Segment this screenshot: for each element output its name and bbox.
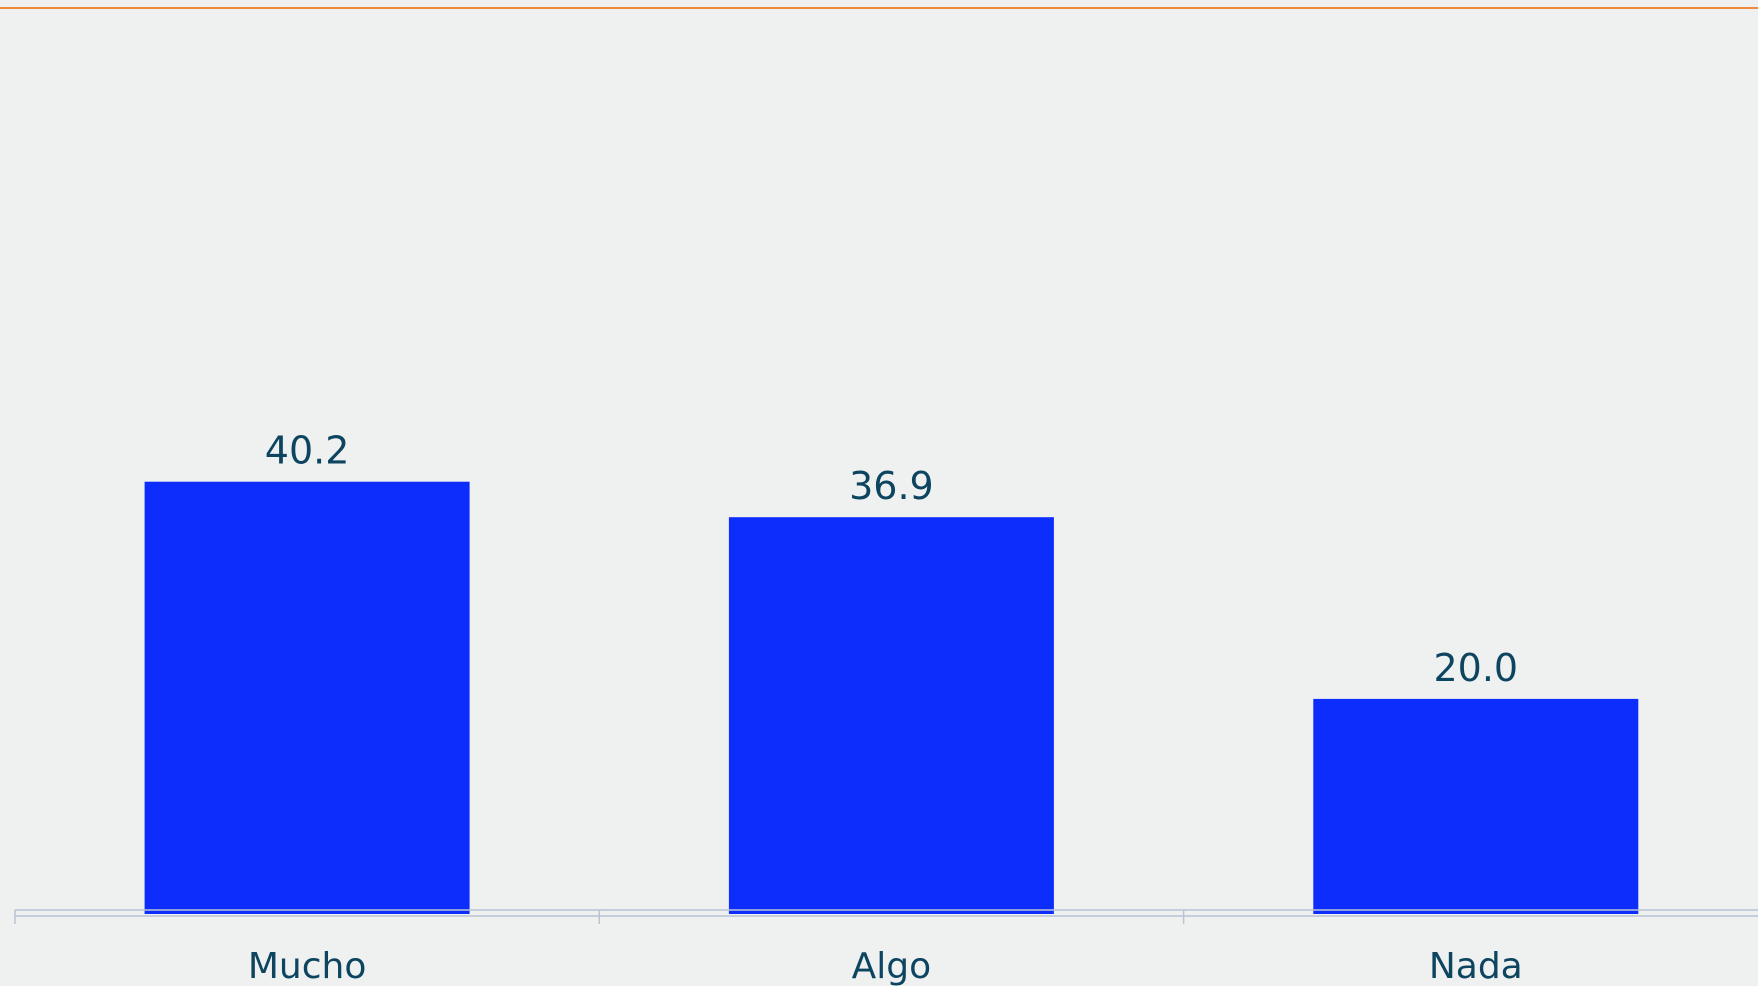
bar-algo bbox=[728, 517, 1054, 914]
value-label-algo: 36.9 bbox=[849, 464, 934, 508]
x-axis bbox=[14, 909, 1758, 924]
tick-label-mucho: Mucho bbox=[248, 946, 367, 986]
value-label-nada: 20.0 bbox=[1433, 646, 1518, 690]
bar-mucho bbox=[144, 481, 470, 914]
bar-nada bbox=[1313, 698, 1639, 914]
value-labels-group: 40.2 36.9 20.0 bbox=[265, 429, 1518, 690]
bars-group bbox=[144, 481, 1639, 914]
value-label-mucho: 40.2 bbox=[265, 429, 350, 473]
tick-label-algo: Algo bbox=[852, 946, 932, 986]
tick-labels-group: Mucho Algo Nada bbox=[248, 946, 1523, 986]
top-accent-rule bbox=[0, 7, 1758, 9]
tick-label-nada: Nada bbox=[1429, 946, 1523, 986]
